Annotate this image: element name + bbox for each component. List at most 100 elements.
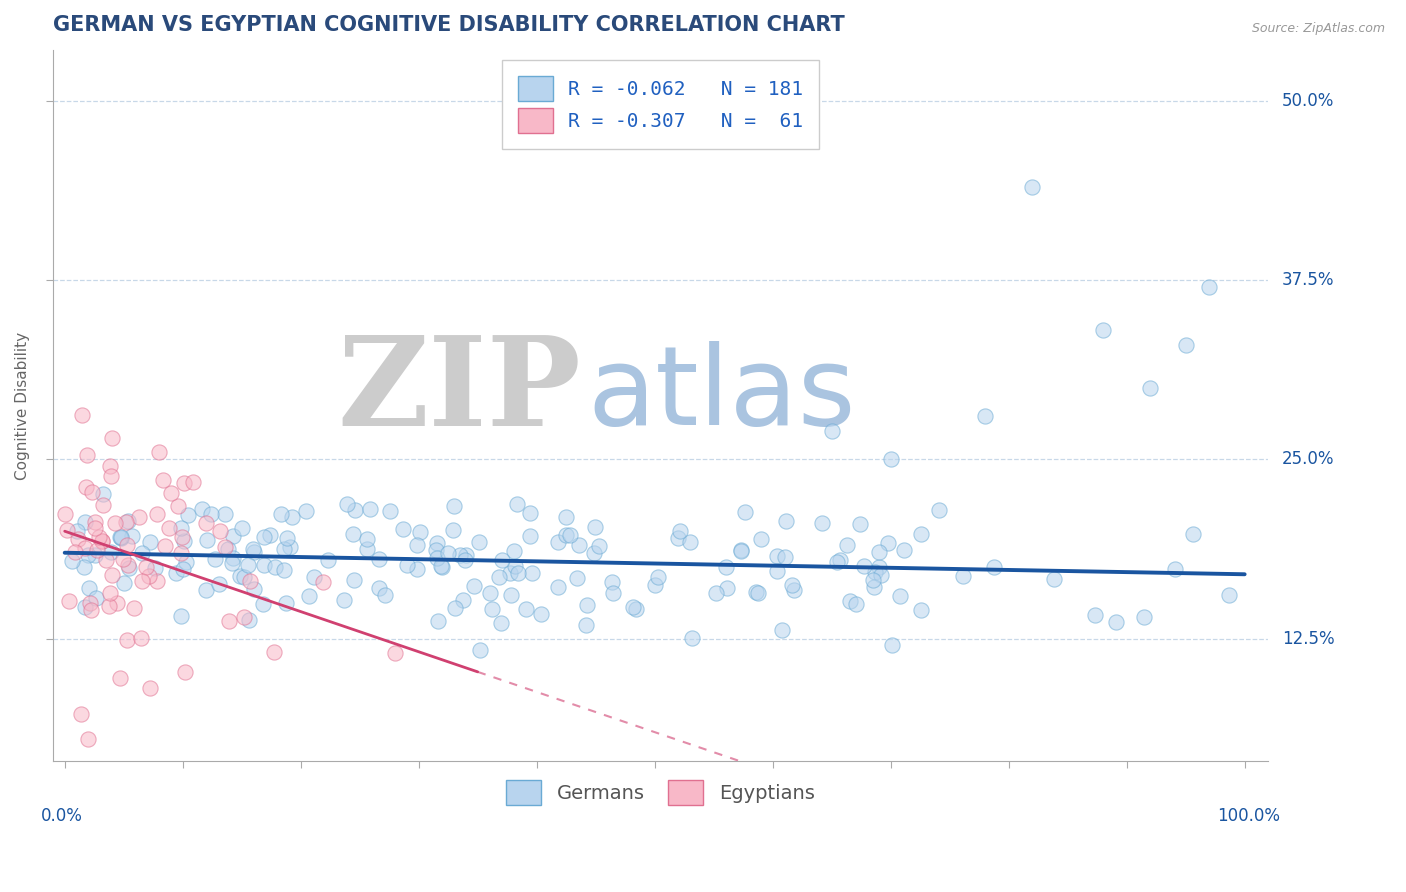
Point [367, 581, 389, 595]
Point [191, 502, 214, 516]
Point [576, 599, 599, 613]
Point [356, 541, 378, 556]
Point [506, 497, 529, 511]
Point [278, 540, 301, 554]
Point [146, 574, 169, 588]
Point [384, 646, 406, 660]
Text: 0.0%: 0.0% [41, 807, 83, 825]
Point [58, 593, 80, 607]
Point [170, 608, 193, 623]
Point [374, 588, 396, 602]
Point [714, 559, 737, 574]
Point [443, 601, 465, 615]
Point [298, 589, 321, 603]
Point [170, 530, 193, 544]
Text: 12.5%: 12.5% [1282, 630, 1334, 648]
Point [491, 615, 513, 630]
Point [770, 624, 793, 638]
Point [378, 504, 401, 518]
Point [97, 599, 120, 613]
Point [463, 579, 485, 593]
Point [121, 529, 143, 543]
Point [405, 538, 427, 552]
Point [231, 520, 253, 534]
Point [259, 527, 281, 541]
Point [499, 566, 522, 580]
Point [222, 551, 245, 566]
Point [479, 586, 502, 600]
Point [838, 593, 860, 607]
Point [427, 615, 450, 629]
Point [356, 532, 378, 546]
Point [1021, 179, 1043, 194]
Point [868, 545, 890, 559]
Point [575, 618, 598, 632]
Point [117, 515, 139, 529]
Point [153, 539, 176, 553]
Point [508, 566, 530, 580]
Point [53, 507, 76, 521]
Point [138, 681, 160, 695]
Point [236, 558, 259, 573]
Point [342, 527, 364, 541]
Point [1133, 610, 1156, 624]
Point [451, 593, 474, 607]
Point [90, 533, 112, 548]
Point [1164, 562, 1187, 576]
Point [67, 532, 90, 546]
Point [75, 599, 97, 614]
Point [623, 599, 645, 614]
Point [115, 538, 138, 552]
Point [624, 602, 647, 616]
Point [491, 552, 513, 566]
Point [928, 503, 950, 517]
Point [730, 543, 752, 558]
Point [101, 431, 124, 445]
Point [568, 538, 591, 552]
Point [104, 516, 127, 531]
Point [766, 549, 789, 564]
Point [93, 498, 115, 512]
Point [117, 558, 139, 572]
Point [889, 589, 911, 603]
Point [749, 532, 772, 546]
Point [519, 506, 541, 520]
Point [430, 558, 453, 573]
Point [86, 542, 108, 557]
Point [343, 573, 366, 587]
Text: 50.0%: 50.0% [1282, 92, 1334, 110]
Point [862, 573, 884, 587]
Point [425, 543, 447, 558]
Point [406, 562, 429, 576]
Point [1181, 526, 1204, 541]
Point [678, 534, 700, 549]
Point [1042, 572, 1064, 586]
Point [252, 597, 274, 611]
Point [879, 452, 901, 467]
Point [100, 586, 122, 600]
Point [131, 574, 153, 589]
Point [204, 551, 226, 566]
Point [252, 558, 274, 573]
Point [530, 607, 553, 621]
Point [214, 540, 236, 554]
Point [828, 553, 851, 567]
Point [270, 507, 292, 521]
Point [825, 555, 848, 569]
Point [56, 524, 79, 538]
Point [73, 541, 96, 555]
Point [395, 558, 418, 573]
Point [520, 566, 543, 580]
Point [157, 521, 180, 535]
Point [94, 553, 117, 567]
Point [152, 473, 174, 487]
Point [782, 582, 804, 597]
Point [129, 631, 152, 645]
Point [76, 548, 98, 562]
Point [110, 530, 132, 544]
Point [583, 519, 606, 533]
Point [122, 601, 145, 615]
Point [456, 548, 478, 562]
Point [821, 424, 844, 438]
Point [503, 559, 526, 574]
